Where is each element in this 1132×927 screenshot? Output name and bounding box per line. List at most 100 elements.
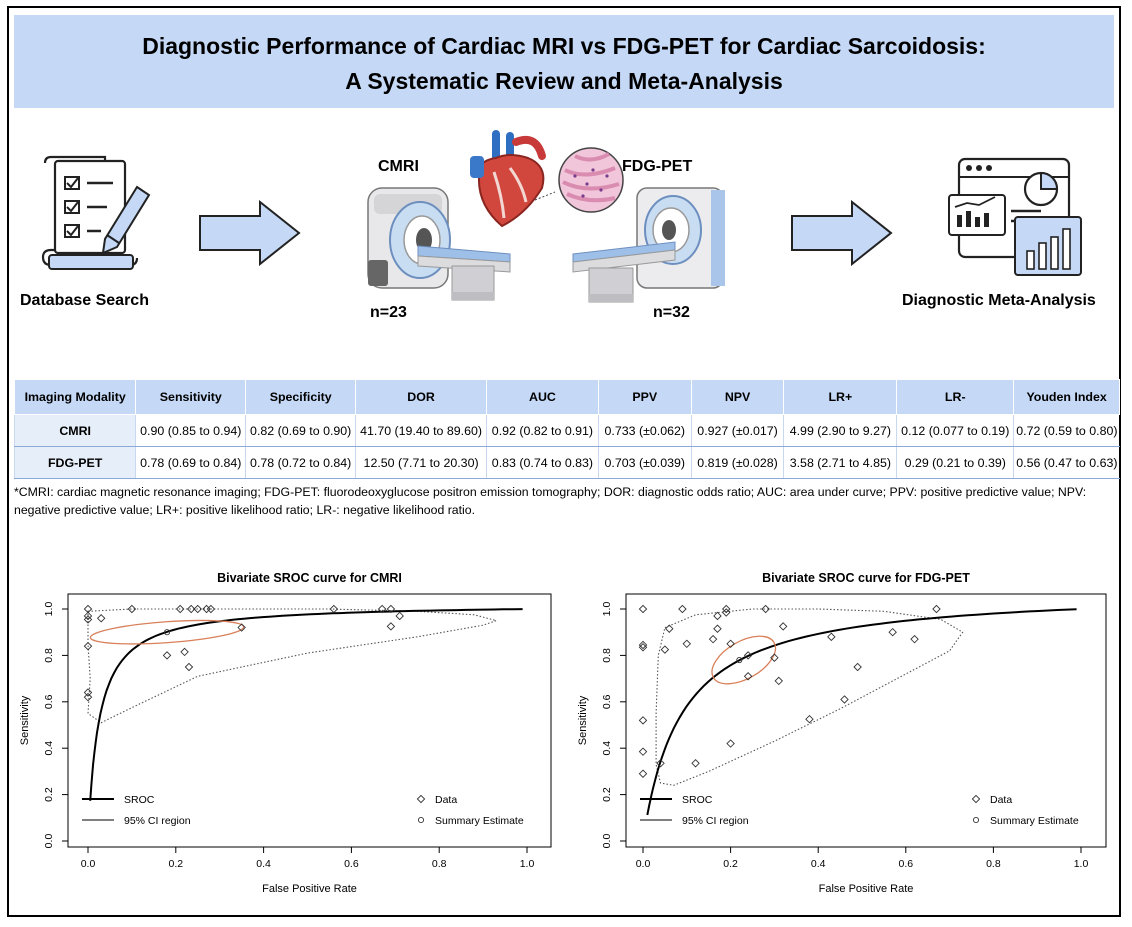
x-tick-label: 0.6: [898, 858, 913, 870]
data-point: [778, 622, 788, 631]
x-tick-label: 0.0: [636, 858, 651, 870]
plot-frame: [625, 593, 1107, 848]
x-tick-label: 0.4: [256, 858, 271, 870]
data-point: [840, 695, 849, 704]
data-point: [726, 639, 735, 649]
data-point: [83, 641, 93, 651]
data-point: [386, 622, 396, 631]
data-point: [175, 604, 185, 614]
sroc-curve: [646, 608, 1077, 816]
table-header-row: Imaging Modality Sensitivity Specificity…: [13, 379, 1120, 415]
data-point: [743, 651, 753, 660]
cell-sensitivity: 0.90 (0.85 to 0.94): [135, 414, 246, 447]
data-point: [193, 604, 202, 614]
data-point: [660, 645, 670, 654]
data-point: [638, 643, 648, 652]
y-tick-label: 1.0: [601, 602, 613, 617]
data-point: [638, 640, 648, 650]
data-point: [721, 608, 731, 617]
legend-ci-label: 95% CI region: [124, 815, 191, 827]
data-point: [910, 634, 919, 644]
cell-ppv: 0.703 (±0.039): [597, 446, 692, 479]
data-point: [638, 716, 648, 725]
cell-dor: 12.50 (7.71 to 20.30): [355, 446, 487, 479]
data-point: [96, 614, 106, 623]
cmri-count: n=23: [370, 304, 407, 321]
data-point: [83, 615, 93, 624]
y-tick-label: 0.6: [43, 694, 55, 709]
th-modality: Imaging Modality: [13, 379, 137, 415]
title-banner: Diagnostic Performance of Cardiac MRI vs…: [14, 15, 1114, 108]
th-sensitivity: Sensitivity: [135, 379, 247, 415]
pet-label: FDG-PET: [622, 158, 693, 175]
y-tick-label: 0.4: [601, 741, 613, 756]
cmri-label: CMRI: [378, 158, 419, 175]
data-point: [638, 769, 648, 778]
legend-data-label: Data: [990, 794, 1012, 806]
x-tick-label: 0.0: [81, 858, 96, 870]
title-line-1: Diagnostic Performance of Cardiac MRI vs…: [142, 33, 986, 59]
data-point: [184, 662, 194, 672]
cell-ppv: 0.733 (±0.062): [597, 414, 692, 447]
histology-tissue-icon: [534, 147, 624, 213]
data-point: [638, 747, 648, 756]
heart-icon: [470, 130, 546, 228]
y-tick-label: 0.4: [43, 741, 55, 756]
cell-modality: CMRI: [13, 414, 136, 447]
pet-count: n=32: [653, 304, 690, 321]
y-tick-label: 1.0: [43, 602, 55, 617]
data-point: [678, 604, 687, 614]
cell-npv: 0.819 (±0.028): [690, 446, 784, 479]
data-point: [186, 604, 196, 614]
y-tick-label: 0.8: [43, 648, 55, 663]
y-tick-label: 0.2: [43, 787, 55, 802]
cell-sensitivity: 0.78 (0.69 to 0.84): [135, 446, 246, 479]
legend-data-label: Data: [435, 794, 457, 806]
data-point: [682, 639, 692, 649]
y-tick-label: 0.0: [601, 834, 613, 849]
data-point: [770, 653, 779, 662]
cell-auc: 0.83 (0.74 to 0.83): [486, 446, 599, 479]
legend-data-marker: [416, 794, 426, 804]
th-lr-pos: LR+: [783, 379, 898, 415]
cell-youden: 0.72 (0.59 to 0.80): [1013, 414, 1120, 447]
x-tick-label: 0.8: [986, 858, 1001, 870]
legend-sroc-label: SROC: [124, 794, 155, 806]
ci-region-95: [87, 608, 499, 724]
th-ppv: PPV: [597, 379, 692, 415]
cell-lr-neg: 0.12 (0.077 to 0.19): [896, 414, 1014, 447]
data-point: [721, 604, 731, 614]
legend-ci-label: 95% CI region: [682, 815, 749, 827]
table-row-fdg-pet: FDG-PET 0.78 (0.69 to 0.84) 0.78 (0.72 t…: [13, 446, 1120, 479]
y-axis-label: Sensitivity: [19, 695, 31, 745]
meta-analysis-label: Diagnostic Meta-Analysis: [902, 292, 1096, 309]
cell-specificity: 0.78 (0.72 to 0.84): [245, 446, 356, 479]
data-point: [932, 604, 941, 614]
legend-data-marker: [971, 794, 981, 804]
y-tick-label: 0.2: [601, 787, 613, 802]
data-point: [162, 651, 172, 660]
cell-youden: 0.56 (0.47 to 0.63): [1013, 446, 1120, 479]
x-tick-label: 1.0: [520, 858, 535, 870]
x-axis-label: False Positive Rate: [262, 883, 357, 895]
data-point: [638, 604, 648, 614]
x-axis-label: False Positive Rate: [819, 883, 914, 895]
data-point: [656, 759, 665, 768]
th-youden: Youden Index: [1013, 379, 1120, 415]
mri-scanner-icon: [367, 187, 511, 301]
chart-title: Bivariate SROC curve for FDG-PET: [762, 571, 970, 585]
chart-title: Bivariate SROC curve for CMRI: [217, 571, 402, 585]
data-point: [713, 611, 722, 621]
th-lr-neg: LR-: [896, 379, 1015, 415]
database-search-label: Database Search: [20, 292, 149, 309]
data-point: [206, 604, 216, 614]
data-point: [691, 759, 700, 768]
legend-summary-marker: [972, 816, 980, 824]
x-tick-label: 0.8: [432, 858, 447, 870]
cell-lr-neg: 0.29 (0.21 to 0.39): [896, 446, 1014, 479]
x-tick-label: 0.6: [344, 858, 359, 870]
table-footnote: *CMRI: cardiac magnetic resonance imagin…: [14, 485, 1087, 517]
title-line-2: A Systematic Review and Meta-Analysis: [345, 68, 783, 94]
data-point: [827, 632, 836, 642]
ci-region-95: [655, 608, 964, 786]
